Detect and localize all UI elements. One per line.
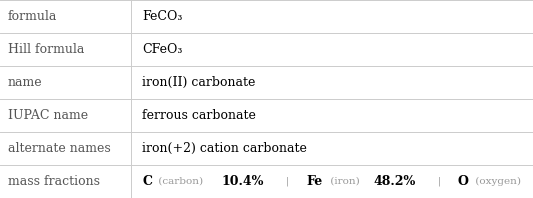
Text: (carbon): (carbon) (155, 177, 207, 186)
Text: (iron): (iron) (327, 177, 363, 186)
Text: Fe: Fe (306, 175, 322, 188)
Text: mass fractions: mass fractions (8, 175, 100, 188)
Text: ferrous carbonate: ferrous carbonate (142, 109, 256, 122)
Text: C: C (142, 175, 152, 188)
Text: |: | (428, 177, 451, 186)
Text: iron(II) carbonate: iron(II) carbonate (142, 76, 256, 89)
Text: alternate names: alternate names (8, 142, 111, 155)
Text: IUPAC name: IUPAC name (8, 109, 88, 122)
Text: formula: formula (8, 10, 58, 23)
Text: CFeO₃: CFeO₃ (142, 43, 183, 56)
Text: iron(+2) cation carbonate: iron(+2) cation carbonate (142, 142, 307, 155)
Text: O: O (458, 175, 469, 188)
Text: name: name (8, 76, 43, 89)
Text: 48.2%: 48.2% (374, 175, 416, 188)
Text: (oxygen): (oxygen) (472, 177, 524, 186)
Text: Hill formula: Hill formula (8, 43, 84, 56)
Text: 10.4%: 10.4% (222, 175, 264, 188)
Text: FeCO₃: FeCO₃ (142, 10, 183, 23)
Text: |: | (276, 177, 300, 186)
